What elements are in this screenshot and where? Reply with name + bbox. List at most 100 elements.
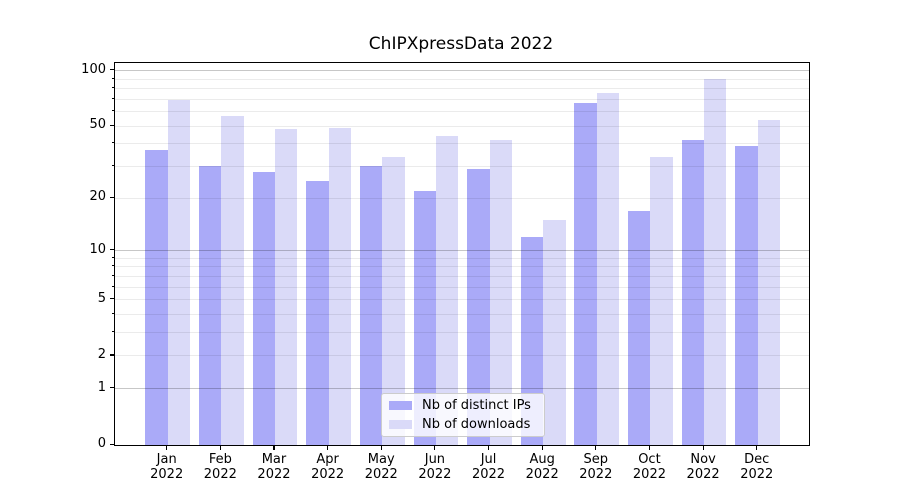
legend-item-downloads: Nb of downloads bbox=[389, 416, 544, 433]
gridline-minor bbox=[115, 143, 809, 145]
y-tick-mark bbox=[110, 387, 114, 389]
legend-swatch-downloads bbox=[389, 420, 412, 430]
y-minor-tick-mark bbox=[111, 124, 114, 126]
gridline-major bbox=[115, 388, 809, 390]
bar-downloads bbox=[650, 156, 673, 445]
y-tick-label: 0 bbox=[97, 436, 106, 451]
x-tick-label: Oct 2022 bbox=[632, 452, 666, 482]
gridline-major bbox=[115, 70, 809, 72]
bar-distinct-ips bbox=[467, 169, 490, 445]
gridline-minor bbox=[115, 266, 809, 268]
bar-distinct-ips bbox=[681, 139, 705, 445]
y-minor-tick-mark bbox=[111, 298, 114, 300]
bar-distinct-ips bbox=[628, 210, 651, 445]
bar-downloads bbox=[221, 115, 244, 445]
y-minor-tick-mark bbox=[111, 77, 114, 79]
bar-downloads bbox=[757, 119, 781, 445]
x-tick-mark bbox=[648, 445, 651, 450]
bar-distinct-ips bbox=[574, 102, 597, 445]
y-minor-tick-mark bbox=[111, 331, 114, 333]
x-tick-mark bbox=[273, 445, 275, 450]
y-minor-tick-mark bbox=[111, 256, 114, 258]
y-tick-mark bbox=[110, 69, 114, 71]
y-tick-label: 50 bbox=[89, 117, 106, 133]
x-tick-mark bbox=[487, 445, 490, 450]
legend: Nb of distinct IPs Nb of downloads bbox=[381, 393, 545, 437]
y-minor-tick-mark bbox=[111, 97, 114, 99]
bar-downloads bbox=[704, 79, 727, 445]
x-tick-label: Jun 2022 bbox=[418, 452, 452, 482]
y-minor-tick-mark bbox=[111, 354, 114, 356]
legend-label-distinct-ips: Nb of distinct IPs bbox=[422, 397, 531, 413]
gridline-minor bbox=[115, 286, 809, 288]
y-tick-mark bbox=[110, 443, 114, 445]
legend-swatch-distinct-ips bbox=[389, 400, 412, 410]
x-tick-label: May 2022 bbox=[364, 452, 398, 482]
gridline-minor bbox=[115, 332, 809, 334]
y-minor-tick-mark bbox=[111, 196, 114, 198]
bar-distinct-ips bbox=[359, 166, 383, 445]
gridline-minor bbox=[115, 197, 809, 199]
bar-distinct-ips bbox=[145, 149, 168, 445]
x-tick-label: Apr 2022 bbox=[311, 452, 345, 482]
gridline-minor bbox=[115, 88, 809, 90]
y-minor-tick-mark bbox=[111, 110, 114, 112]
y-minor-tick-mark bbox=[111, 312, 114, 314]
y-tick-mark bbox=[110, 249, 114, 251]
x-tick-mark bbox=[541, 445, 543, 450]
bar-distinct-ips bbox=[306, 180, 329, 445]
gridline-minor bbox=[115, 98, 809, 100]
gridline-minor bbox=[115, 355, 809, 357]
bar-downloads bbox=[596, 92, 620, 445]
bar-distinct-ips bbox=[413, 190, 436, 445]
bar-distinct-ips bbox=[198, 166, 222, 445]
gridline-minor bbox=[115, 78, 809, 80]
y-tick-label: 1 bbox=[97, 379, 106, 395]
gridline-minor bbox=[115, 257, 809, 259]
gridline-minor bbox=[115, 299, 809, 301]
y-tick-label: 10 bbox=[89, 241, 106, 257]
y-minor-tick-mark bbox=[111, 164, 114, 166]
x-tick-label: Jan 2022 bbox=[150, 452, 184, 482]
bar-distinct-ips bbox=[735, 145, 758, 445]
y-tick-label: 100 bbox=[81, 61, 106, 77]
x-tick-mark bbox=[219, 445, 221, 450]
x-tick-label: Nov 2022 bbox=[686, 452, 720, 482]
y-minor-tick-mark bbox=[111, 285, 114, 287]
x-tick-label: Sep 2022 bbox=[579, 452, 613, 482]
y-tick-label: 20 bbox=[89, 189, 106, 205]
plot-inner bbox=[115, 63, 809, 445]
x-tick-label: Dec 2022 bbox=[740, 452, 774, 482]
bar-downloads bbox=[328, 127, 351, 445]
x-tick-mark bbox=[702, 445, 704, 450]
legend-item-distinct-ips: Nb of distinct IPs bbox=[389, 397, 544, 414]
plot-area: Nb of distinct IPs Nb of downloads bbox=[114, 62, 810, 446]
x-tick-label: Jul 2022 bbox=[471, 452, 506, 482]
bar-distinct-ips bbox=[252, 171, 275, 445]
x-tick-label: Mar 2022 bbox=[257, 452, 291, 482]
x-tick-mark bbox=[327, 445, 329, 450]
y-minor-tick-mark bbox=[111, 87, 114, 89]
gridline-major bbox=[115, 250, 809, 251]
x-tick-mark bbox=[380, 445, 382, 450]
x-tick-mark bbox=[595, 445, 597, 450]
bar-downloads bbox=[435, 136, 459, 445]
chart-title: ChIPXpressData 2022 bbox=[368, 34, 554, 54]
gridline-minor bbox=[115, 165, 809, 167]
bar-downloads bbox=[382, 156, 405, 445]
y-tick-label: 2 bbox=[97, 346, 106, 362]
y-minor-tick-mark bbox=[111, 274, 114, 276]
x-tick-mark bbox=[166, 445, 168, 450]
y-minor-tick-mark bbox=[111, 142, 114, 144]
gridline-minor bbox=[115, 313, 809, 315]
bar-downloads bbox=[274, 129, 298, 445]
gridline-minor bbox=[115, 125, 809, 127]
x-tick-label: Feb 2022 bbox=[203, 452, 237, 482]
gridline-minor bbox=[115, 111, 809, 113]
x-tick-label: Aug 2022 bbox=[525, 452, 559, 482]
y-minor-tick-mark bbox=[111, 265, 114, 267]
bar-downloads bbox=[489, 139, 512, 445]
legend-label-downloads: Nb of downloads bbox=[422, 417, 531, 433]
x-tick-mark bbox=[756, 445, 758, 450]
x-tick-mark bbox=[434, 445, 436, 450]
